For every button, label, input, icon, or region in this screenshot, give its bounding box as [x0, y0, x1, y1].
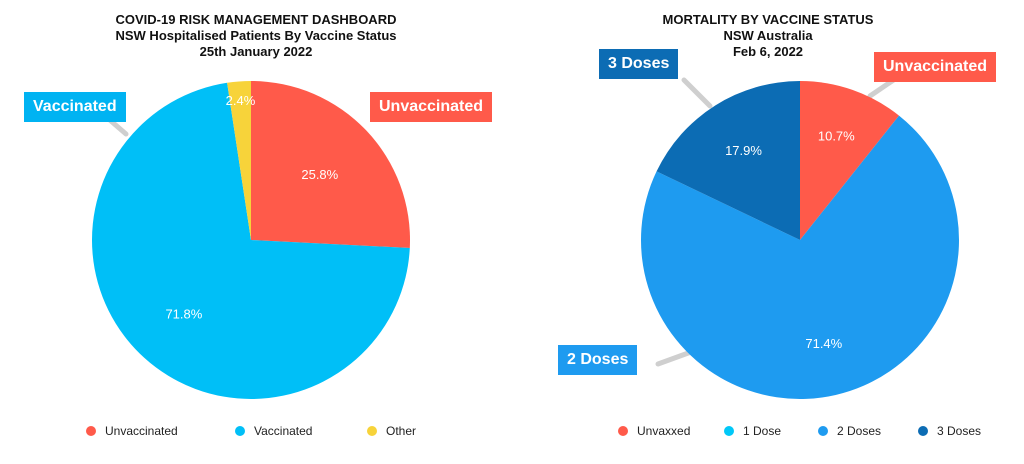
- hospitalised-chart-panel: COVID-19 RISK MANAGEMENT DASHBOARD NSW H…: [0, 12, 512, 440]
- slice-percent-label-vaccinated: 71.8%: [165, 307, 202, 322]
- legend-label: 2 Doses: [837, 424, 882, 438]
- chart-subtitle: NSW Hospitalised Patients By Vaccine Sta…: [115, 28, 397, 43]
- legend-item-other[interactable]: Other: [367, 424, 416, 438]
- legend-item-one-dose[interactable]: 1 Dose: [724, 424, 781, 438]
- slice-percent-label-other: 2.4%: [226, 93, 256, 108]
- pie-slice-unvaxxed[interactable]: [800, 81, 900, 240]
- legend-dot: [367, 426, 377, 436]
- pie-slice-3-doses[interactable]: [656, 81, 800, 240]
- pie-slice-unvaccinated[interactable]: [251, 81, 411, 248]
- legend-dot: [86, 426, 96, 436]
- legend-item-unvaxxed[interactable]: Unvaxxed: [618, 424, 690, 438]
- legend-item-three-doses[interactable]: 3 Doses: [918, 424, 981, 438]
- pie-slice-other[interactable]: [227, 81, 251, 240]
- legend-label: Unvaccinated: [105, 424, 178, 438]
- slice-percent-label-unvaxxed: 10.7%: [818, 129, 855, 144]
- legend-dot: [818, 426, 828, 436]
- legend-dot: [235, 426, 245, 436]
- slice-percent-label-2-doses: 71.4%: [805, 336, 842, 351]
- chart-title: MORTALITY BY VACCINE STATUS: [662, 12, 874, 27]
- slice-percent-label-3-doses: 17.9%: [725, 143, 762, 158]
- slice-percent-label-unvaccinated: 25.8%: [301, 167, 338, 182]
- legend-item-unvaccinated[interactable]: Unvaccinated: [86, 424, 178, 438]
- legend-item-vaccinated[interactable]: Vaccinated: [235, 424, 312, 438]
- legend-dot: [724, 426, 734, 436]
- callout-connector-line: [681, 77, 713, 109]
- legend-label: 1 Dose: [743, 424, 782, 438]
- chart-subtitle: NSW Australia: [723, 28, 813, 43]
- mortality-pie-chart: 10.7% 71.4% 17.9%: [640, 76, 959, 400]
- pie-slice-2-doses[interactable]: [640, 115, 959, 400]
- hospitalised-legend: Unvaccinated Vaccinated Other: [0, 424, 512, 440]
- legend-dot: [618, 426, 628, 436]
- unvaccinated-callout: Unvaccinated: [874, 52, 997, 82]
- chart-date: Feb 6, 2022: [732, 44, 804, 59]
- callout-connector-line: [655, 349, 694, 367]
- three-doses-callout: 3 Doses: [599, 49, 679, 79]
- two-doses-callout: 2 Doses: [558, 345, 638, 375]
- mortality-chart-title-block: MORTALITY BY VACCINE STATUS NSW Australi…: [512, 12, 1024, 60]
- pie-slice-vaccinated[interactable]: [92, 82, 410, 399]
- legend-label: Unvaxxed: [637, 424, 691, 438]
- hospitalised-pie-chart: 25.8% 71.8% 2.4%: [92, 81, 411, 399]
- legend-label: Vaccinated: [254, 424, 313, 438]
- legend-item-two-doses[interactable]: 2 Doses: [818, 424, 881, 438]
- legend-label: 3 Doses: [937, 424, 982, 438]
- chart-title: COVID-19 RISK MANAGEMENT DASHBOARD: [115, 12, 397, 27]
- vaccinated-callout: Vaccinated: [24, 92, 126, 122]
- mortality-chart-panel: MORTALITY BY VACCINE STATUS NSW Australi…: [512, 0, 1024, 464]
- unvaccinated-callout: Unvaccinated: [370, 92, 493, 122]
- chart-date: 25th January 2022: [199, 44, 313, 59]
- hospitalised-chart-title-block: COVID-19 RISK MANAGEMENT DASHBOARD NSW H…: [0, 12, 512, 60]
- legend-label: Other: [386, 424, 417, 438]
- mortality-legend: Unvaxxed 1 Dose 2 Doses 3 Doses: [512, 424, 1024, 440]
- legend-dot: [918, 426, 928, 436]
